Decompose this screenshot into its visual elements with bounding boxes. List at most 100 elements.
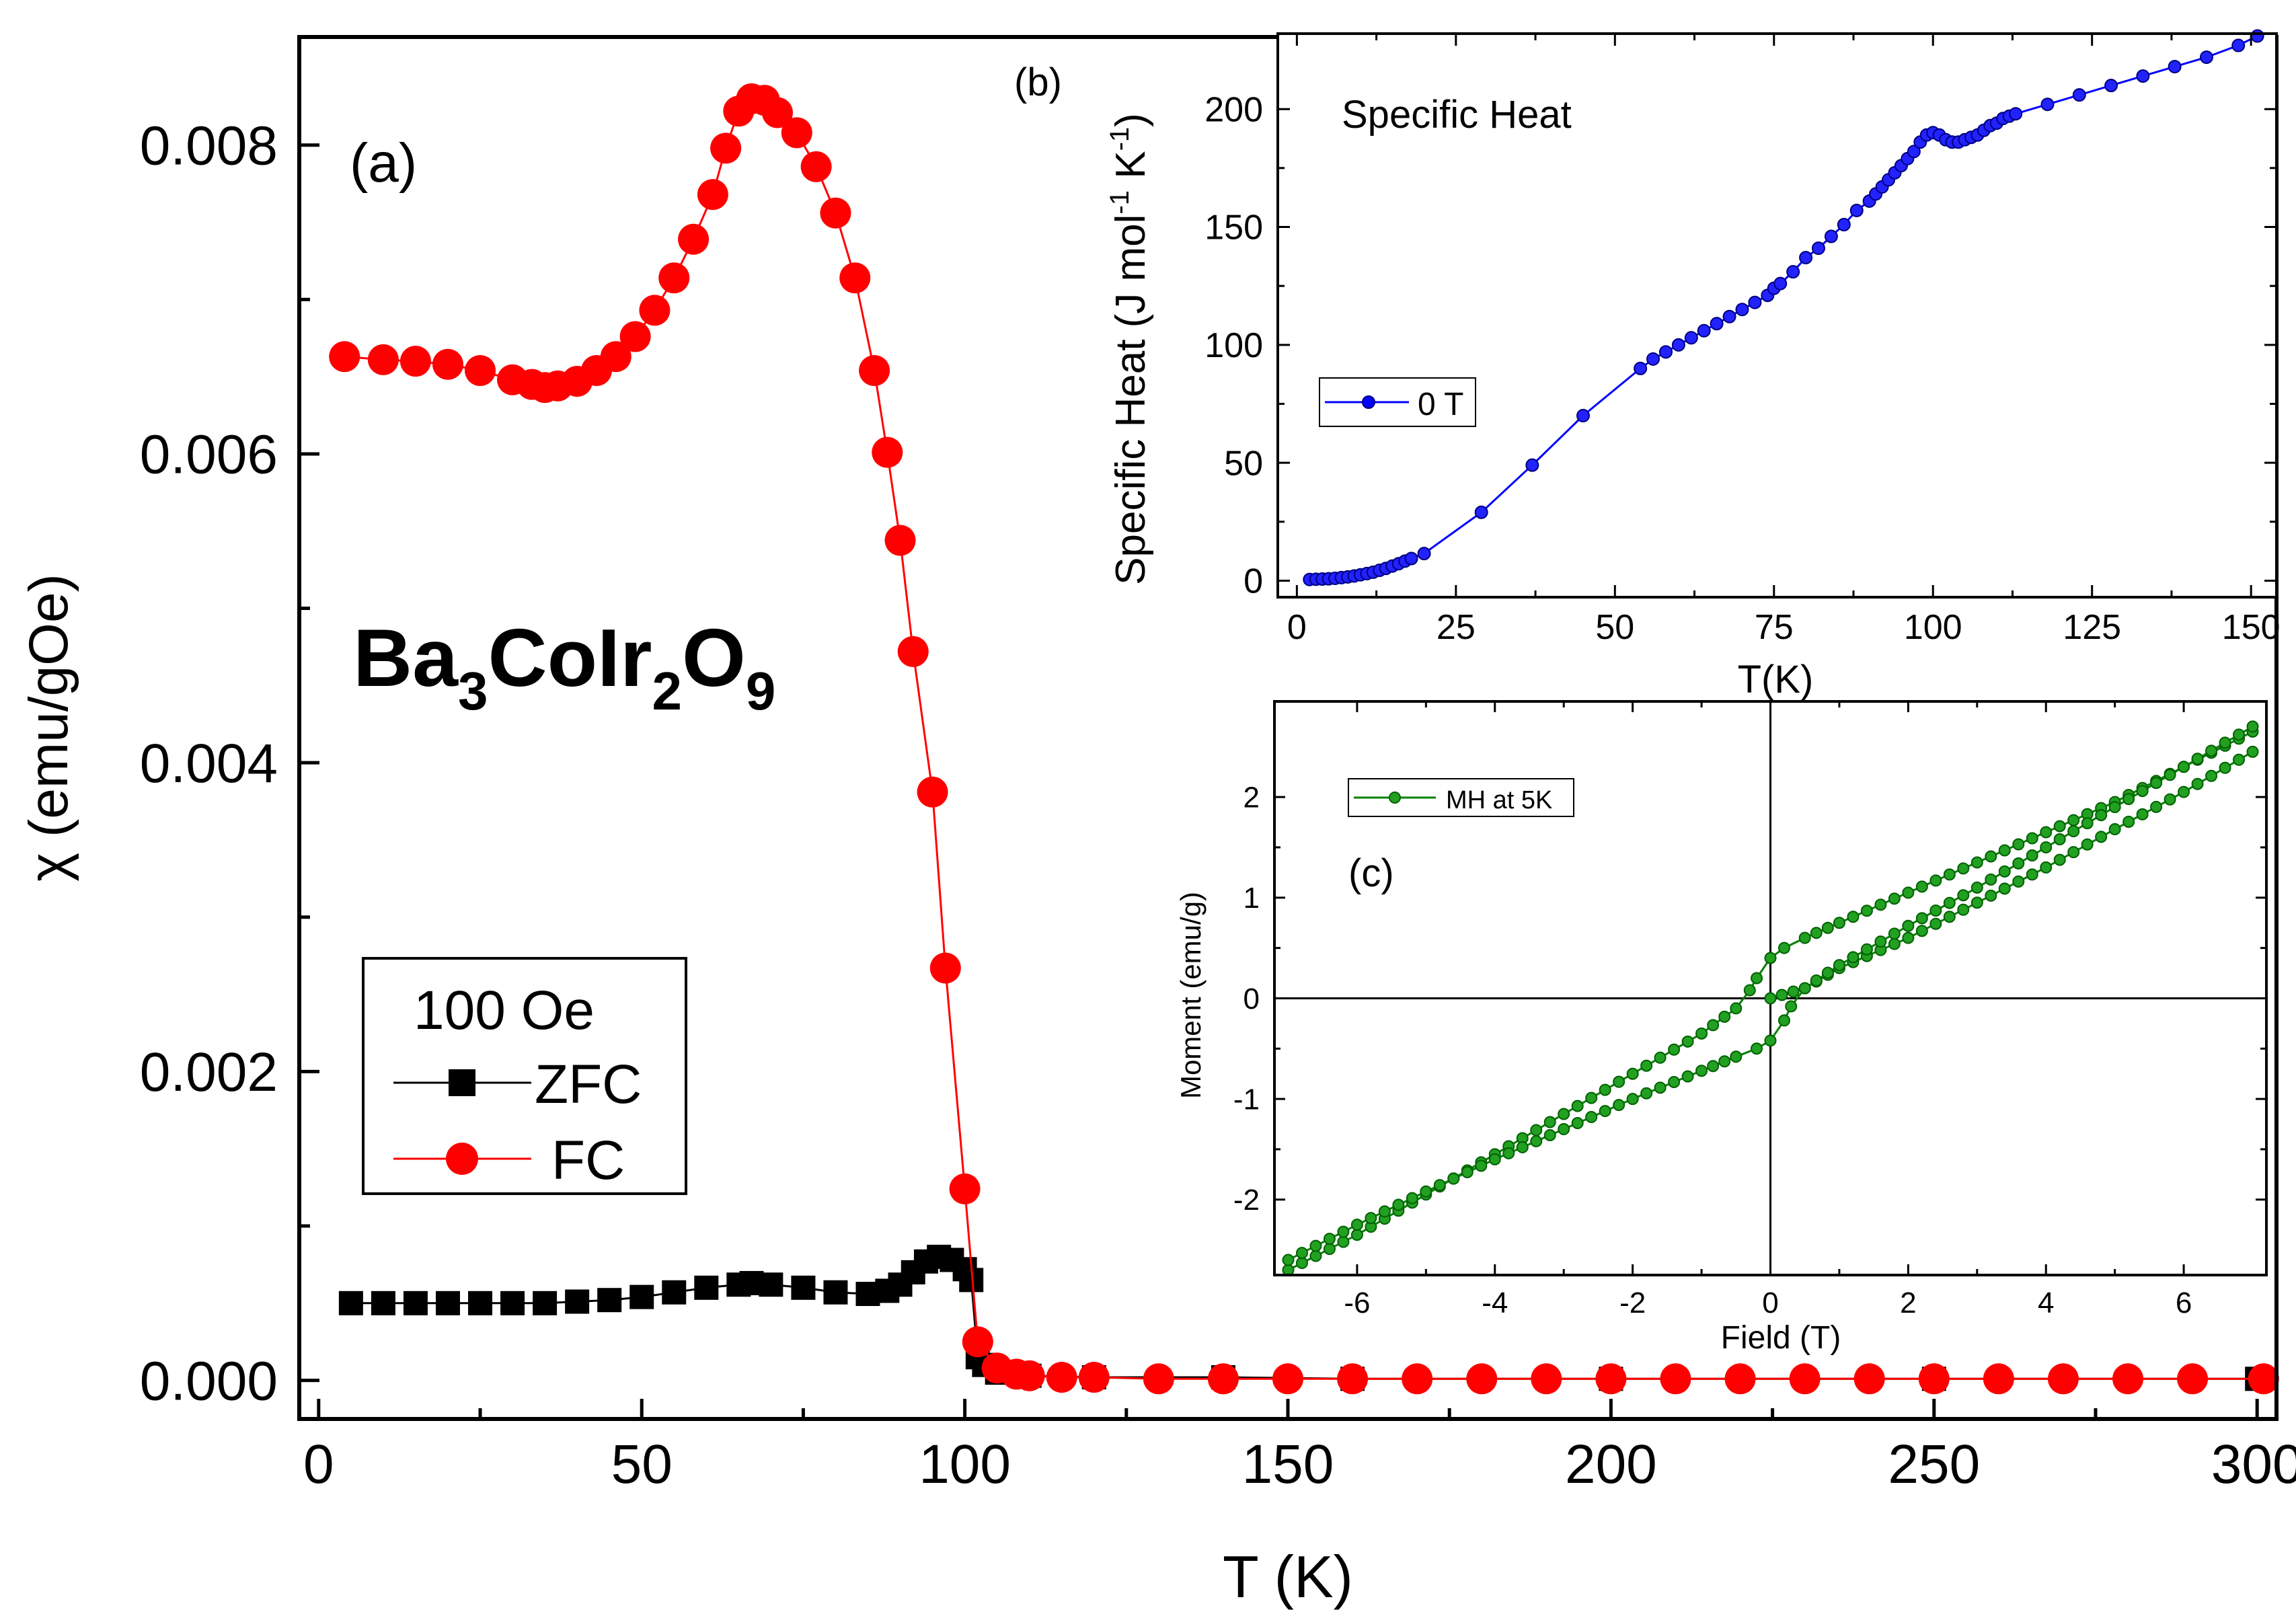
mh-descending-point <box>1730 1002 1743 1015</box>
mh-ascending-point <box>1516 1141 1529 1153</box>
mh-ascending-point <box>1599 1105 1611 1118</box>
mh-ascending-point <box>1874 935 1887 948</box>
fc-point <box>897 636 929 667</box>
fc-point <box>962 1326 993 1358</box>
x-tick-label: -4 <box>1482 1286 1508 1319</box>
cp-point <box>2072 88 2086 102</box>
mh-initial-point <box>2095 831 2108 843</box>
inset-c-axis-ticks: -6 -4 -2 0 2 4 6 -2 -1 0 1 2 <box>1233 701 2266 1319</box>
mh-initial-point <box>1998 882 2011 895</box>
mh-ascending-point <box>1475 1159 1488 1172</box>
mh-descending-point <box>1902 886 1915 899</box>
mh-ascending-point <box>1571 1117 1584 1130</box>
mh-ascending-point <box>1406 1192 1418 1204</box>
mh-initial-point <box>2233 753 2246 766</box>
y-tick-label: 0.008 <box>140 115 278 176</box>
x-tick-label: 50 <box>1595 608 1634 647</box>
fc-point <box>929 952 961 984</box>
fc-point <box>658 262 690 294</box>
mh-descending-point <box>1640 1059 1653 1072</box>
cp-point <box>1417 547 1431 561</box>
zfc-point <box>533 1291 558 1315</box>
fc-point <box>710 132 742 164</box>
mh-initial-point <box>2053 853 2066 866</box>
mh-ascending-point <box>2095 809 2108 822</box>
y-tick-label: 50 <box>1224 444 1263 483</box>
fc-point <box>329 341 360 373</box>
cp-point <box>1646 352 1660 366</box>
cp-point <box>1786 265 1800 279</box>
mh-descending-point <box>1985 850 1997 863</box>
fc-point <box>367 344 399 375</box>
mh-initial-point <box>2012 875 2025 888</box>
mh-ascending-point <box>2026 849 2038 861</box>
fc-series <box>329 83 2279 1395</box>
fc-point <box>1337 1363 1369 1395</box>
inset-c-panel-label: (c) <box>1348 851 1394 895</box>
mh-ascending-point <box>2053 833 2066 846</box>
mh-initial-point <box>1764 992 1777 1005</box>
cp-point <box>2040 98 2055 112</box>
fc-point <box>1983 1363 2014 1395</box>
cp-point <box>2199 50 2213 65</box>
fc-point <box>859 354 890 386</box>
cp-point <box>1474 505 1488 519</box>
cp-point <box>1824 229 1838 243</box>
mh-descending-point <box>1821 921 1834 934</box>
y-tick-label: 150 <box>1204 208 1263 247</box>
cp-point <box>2104 79 2118 93</box>
x-tick-label: 6 <box>2176 1286 2192 1319</box>
specific-heat-inset: 0 25 50 75 100 125 150 0 50 100 150 200 (b) Specifi… <box>1014 29 2281 701</box>
mh-descending-point <box>1751 972 1763 985</box>
mh-ascending-point <box>1798 982 1811 995</box>
y-tick-label: 0.004 <box>140 733 278 794</box>
mh-initial-point <box>1775 989 1788 1001</box>
mh-ascending-point <box>1502 1147 1515 1159</box>
mh-ascending-point <box>1888 927 1901 940</box>
mh-descending-point <box>1309 1250 1322 1262</box>
cp-point <box>1525 458 1539 472</box>
mh-ascending-point <box>1821 966 1834 979</box>
main-chart: 0 50 100 150 200 250 3000.0000.0020.0040.0060.… <box>18 35 2296 1610</box>
mh-ascending-point <box>1915 912 1928 925</box>
mh-descending-point <box>1777 942 1790 954</box>
mh-descending-point <box>1743 984 1756 997</box>
mh-initial-point <box>2164 793 2176 806</box>
mh-initial-point <box>2205 769 2218 782</box>
inset-b-y-axis-label: Specific Heat (J mol-1 K-1) <box>1105 113 1154 585</box>
x-tick-label: 50 <box>611 1434 673 1495</box>
inset-b-title: Specific Heat <box>1342 93 1572 137</box>
y-tick-label: 0 <box>1243 562 1263 601</box>
mh-descending-point <box>1613 1075 1625 1088</box>
mh-descending-point <box>1764 952 1777 964</box>
mh-descending-point <box>1798 931 1811 944</box>
y-tick-label: 100 <box>1204 326 1263 365</box>
mh-initial-point <box>2108 823 2121 836</box>
zfc-point <box>338 1291 363 1315</box>
mh-ascending-point <box>1810 974 1823 987</box>
cp-point <box>1722 309 1736 323</box>
mh-initial-point <box>1787 985 1800 998</box>
mh-initial-point <box>1915 925 1928 937</box>
y-tick-label: 0.006 <box>140 424 278 486</box>
mh-ascending-point <box>1833 959 1845 972</box>
fc-point <box>432 348 463 380</box>
mh-descending-point <box>1530 1124 1543 1137</box>
mh-initial-point <box>2136 808 2149 820</box>
x-tick-label: 150 <box>2222 608 2281 647</box>
fc-point <box>2177 1363 2209 1395</box>
y-tick-label: 0.002 <box>140 1042 278 1103</box>
mh-ascending-point <box>1777 1014 1790 1027</box>
mh-ascending-point <box>1282 1254 1295 1266</box>
fc-point <box>781 117 812 149</box>
cp-point <box>1748 295 1762 309</box>
mh-ascending-point <box>1860 943 1873 956</box>
mh-initial-point <box>2040 861 2053 874</box>
fc-point <box>678 223 710 255</box>
inset-b-background <box>1278 34 2276 597</box>
mh-initial-point <box>2067 846 2080 859</box>
zfc-point <box>629 1284 654 1309</box>
mh-ascending-point <box>1751 1042 1763 1055</box>
legend-mh-label: MH at 5K <box>1446 786 1552 814</box>
mh-descending-point <box>1350 1229 1363 1241</box>
